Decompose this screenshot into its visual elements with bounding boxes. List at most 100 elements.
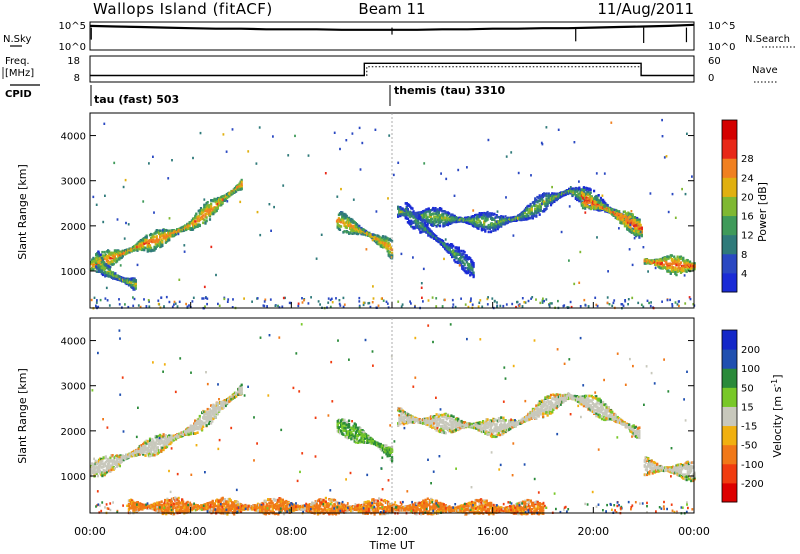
power-cell-5: [674, 261, 677, 265]
velocity-cell-0: [99, 469, 102, 473]
power-noise-cell: [163, 305, 165, 308]
power-noise-cell: [287, 154, 290, 157]
power-cell-2: [345, 226, 348, 230]
power-cell-2: [350, 219, 353, 222]
power-cell-0: [150, 232, 153, 236]
power-noise-cell: [256, 210, 259, 214]
power-noise-cell: [510, 151, 513, 154]
power-cell-3: [571, 193, 574, 197]
power-cell-2: [378, 240, 381, 244]
power-noise-cell: [410, 225, 412, 228]
power-cell-5: [659, 266, 662, 270]
power-noise-cell: [649, 192, 652, 195]
power-noise-cell: [464, 303, 467, 306]
power-noise-cell: [451, 306, 454, 309]
noise-right-tick-top: 10^5: [708, 21, 735, 32]
power-noise-cell: [301, 301, 304, 304]
power-cell-3: [436, 208, 439, 211]
power-cell-0: [161, 233, 164, 237]
power-cell-3: [438, 221, 442, 224]
power-cell-3: [589, 204, 592, 208]
power-cell-6: [472, 262, 475, 265]
power-noise-cell: [541, 299, 544, 302]
power-noise-cell: [469, 299, 472, 302]
power-noise-cell: [573, 282, 576, 286]
power-cell-3: [534, 204, 537, 208]
power-noise-cell: [524, 301, 527, 304]
power-cell-2: [378, 242, 381, 246]
power-cell-0: [240, 187, 243, 191]
power-cell-0: [139, 244, 142, 248]
power-cell-3: [442, 214, 445, 218]
power-cell-0: [112, 258, 115, 262]
velocity-cell-0: [104, 469, 107, 473]
power-noise-cell: [251, 300, 253, 303]
power-noise-cell: [362, 301, 365, 304]
power-cell-3: [572, 189, 575, 192]
power-cell-0: [194, 214, 197, 218]
power-noise-cell: [663, 156, 666, 159]
power-noise-cell: [358, 306, 361, 309]
power-cell-3: [571, 190, 574, 193]
power-cell-0: [235, 190, 238, 193]
velocity-cell-0: [111, 462, 114, 465]
power-cell-1: [107, 264, 110, 268]
power-cell-3: [538, 213, 541, 216]
power-noise-cell: [171, 159, 173, 162]
power-noise-cell: [545, 199, 548, 202]
power-noise-cell: [282, 184, 285, 187]
power-noise-cell: [392, 173, 395, 177]
velocity-cell-0: [101, 462, 104, 466]
nave-tick-bottom: 0: [708, 73, 714, 84]
power-cell-4: [623, 224, 626, 228]
power-cell-0: [198, 218, 201, 222]
power-cell-6: [461, 259, 464, 262]
power-cell-3: [529, 212, 532, 216]
power-noise-cell: [362, 303, 365, 307]
power-noise-cell: [678, 304, 680, 308]
power-cell-0: [111, 263, 114, 266]
power-noise-cell: [231, 128, 234, 131]
power-cell-3: [602, 198, 605, 202]
velocity-cell-0: [94, 470, 97, 474]
power-cell-2: [384, 241, 387, 245]
power-cell-3: [512, 216, 515, 219]
power-noise-cell: [336, 195, 339, 198]
power-noise-cell: [444, 298, 446, 302]
power-cell-3: [437, 218, 440, 221]
power-noise-cell: [466, 166, 468, 169]
power-cell-1: [130, 285, 133, 289]
power-cell-3: [493, 212, 496, 216]
power-cell-6: [465, 258, 468, 261]
power-cell-3: [529, 216, 532, 220]
power-cell-3: [564, 193, 567, 196]
power-cell-2: [342, 220, 345, 223]
power-noise-cell: [118, 298, 120, 301]
power-noise-cell: [570, 305, 573, 309]
velocity-cell-0: [95, 462, 98, 466]
power-colorbar-frame: [721, 119, 738, 293]
power-cell-3: [449, 215, 452, 218]
power-noise-cell: [628, 248, 631, 251]
power-noise-cell: [691, 175, 693, 178]
power-noise-cell: [386, 302, 389, 305]
power-cell-6: [408, 214, 411, 217]
power-noise-cell: [521, 297, 524, 300]
power-cell-0: [129, 249, 132, 252]
power-cell-6: [418, 213, 421, 217]
power-noise-cell: [191, 300, 194, 303]
power-cell-0: [168, 232, 171, 235]
power-cell-2: [388, 254, 391, 257]
power-cell-2: [375, 240, 378, 244]
power-cell-3: [494, 228, 497, 232]
power-noise-cell: [263, 300, 266, 303]
power-noise-cell: [102, 220, 105, 224]
power-cell-0: [155, 235, 158, 238]
power-noise-cell: [401, 303, 404, 306]
power-cell-3: [445, 223, 448, 226]
power-cell-3: [512, 218, 515, 221]
power-noise-cell: [487, 296, 489, 299]
power-cell-3: [459, 216, 462, 220]
power-noise-cell: [99, 298, 102, 302]
power-cell-1: [130, 283, 133, 287]
